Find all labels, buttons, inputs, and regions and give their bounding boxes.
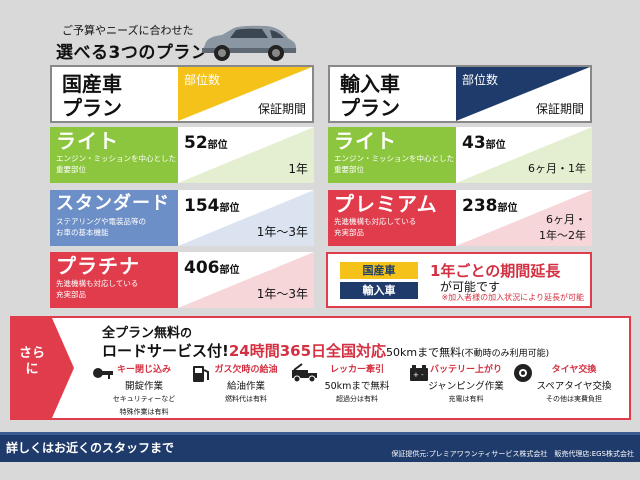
plan-desc: 先進機構も対応している (334, 217, 417, 226)
feature-main: 50kmまで無料 (324, 381, 390, 392)
tag-domestic: 国産車 (340, 262, 418, 279)
parts-unit: 部位 (207, 140, 228, 151)
parts-unit: 部位 (485, 140, 506, 151)
parts-unit: 部位 (219, 265, 240, 276)
immobile-note: (不動時のみ利用可能) (461, 349, 550, 359)
imported-header-diagonal (456, 67, 590, 121)
nationwide-label: 24時間365日全国対応 (228, 342, 387, 360)
plan-desc: エンジン・ミッションを中心とした (334, 154, 454, 163)
footer-bar: 詳しくはお近くのスタッフまで 保証提供元:プレミアワランティサービス株式会社 販… (0, 432, 640, 462)
free-all-plans: 全プラン無料 (102, 326, 181, 341)
imported-col-period: 保証期間 (535, 102, 584, 116)
free-distance: 50kmまで無料 (386, 346, 462, 359)
footer-provider: 保証提供元:プレミアワランティサービス株式会社 販売代理店:EGS株式会社 (391, 450, 634, 458)
warranty-period: 1年 (288, 162, 308, 176)
imported-plan-name-1: 輸入車 (340, 72, 400, 96)
warranty-period: 1年～3年 (256, 287, 308, 301)
warranty-period: 6ヶ月・ (546, 213, 586, 226)
plan-name: プレミアム (334, 192, 438, 216)
parts-unit: 部位 (497, 203, 518, 214)
svg-text:+ -: + - (413, 371, 424, 379)
feature-main: 給油作業 (226, 381, 265, 392)
domestic-plan-name-2: プラン (62, 96, 122, 120)
tire-icon (514, 364, 532, 382)
warranty-period: 1年～3年 (256, 225, 308, 239)
domestic-plan-header: 国産車 プラン 部位数 保証期間 (50, 65, 314, 123)
imported-plan-name-2: プラン (340, 96, 400, 120)
footer-contact: 詳しくはお近くのスタッフまで (6, 441, 175, 455)
parts-count: 238 (462, 196, 498, 216)
plan-desc: 充実部品 (334, 228, 364, 237)
parts-count: 154 (184, 196, 220, 216)
road-service-box: さらに 全プラン無料の ロードサービス付!24時間365日全国対応50kmまで無… (10, 316, 631, 420)
domestic-col-parts: 部位数 (184, 73, 221, 87)
feature-head: レッカー牽引 (329, 365, 384, 375)
feature-main: 開錠作業 (124, 381, 163, 392)
feature-main: ジャンピング作業 (428, 381, 504, 392)
plan-name: プラチナ (56, 254, 140, 278)
plan-desc: エンジン・ミッションを中心とした (56, 154, 176, 163)
arrow-banner (12, 318, 74, 418)
feature-tire: タイヤ交換 スペアタイヤ交換 その他は実費負担 (514, 362, 622, 405)
plan-desc: ステアリングや電装品等の (56, 217, 146, 226)
domestic-row-light: ライト エンジン・ミッションを中心とした 重要部位 52部位 1年 (50, 127, 314, 183)
parts-count: 406 (184, 258, 220, 278)
extension-box: 国産車 輸入車 1年ごとの期間延長 が可能です ※加入者様の加入状況により延長が… (326, 252, 592, 308)
feature-sub: 燃料代は有料 (225, 395, 267, 403)
parts-unit: 部位 (219, 203, 240, 214)
page-title: 選べる3つのプラン (56, 43, 209, 63)
feature-sub: その他は実費負担 (546, 395, 602, 403)
feature-sub: 特殊作業は有料 (119, 408, 169, 416)
extension-main: 1年ごとの期間延長 (430, 262, 561, 280)
plan-name: スタンダード (56, 193, 170, 214)
subtitle: ご予算やニーズに合わせた (62, 24, 194, 37)
free-all-plans-suffix: の (180, 326, 193, 340)
feature-key: キー閉じ込み 開錠作業 セキュリティーなど 特殊作業は有料 (93, 362, 190, 418)
imported-plan-header: 輸入車 プラン 部位数 保証期間 (328, 65, 592, 123)
road-service-title: ロードサービス付! (102, 342, 229, 360)
feature-fuel: ガス欠時の給油 給油作業 燃料代は有料 (193, 362, 294, 405)
key-icon (93, 368, 113, 379)
feature-sub: 充電は有料 (448, 395, 484, 403)
feature-head: ガス欠時の給油 (214, 365, 278, 375)
feature-sub: セキュリティーなど (112, 395, 176, 403)
domestic-row-standard: スタンダード ステアリングや電装品等の お車の基本機能 154部位 1年～3年 (50, 190, 314, 246)
extension-sub: が可能です (440, 280, 501, 294)
plan-desc: 先進機構も対応している (56, 279, 139, 288)
domestic-header-diagonal (178, 67, 312, 121)
feature-head: キー閉じ込み (116, 365, 171, 375)
domestic-col-period: 保証期間 (257, 102, 306, 116)
feature-head: バッテリー上がり (429, 365, 502, 375)
footer-stripe (0, 432, 640, 435)
imported-col-parts: 部位数 (462, 73, 499, 87)
warranty-period-2: 1年～2年 (539, 229, 586, 242)
plan-desc: 重要部位 (56, 165, 86, 174)
fuel-icon (193, 366, 209, 382)
battery-icon: + - (410, 365, 428, 381)
feature-sub: 超過分は有料 (336, 395, 378, 403)
parts-count: 52 (184, 133, 208, 153)
tow-truck-icon (292, 363, 317, 383)
plan-desc: お車の基本機能 (56, 228, 109, 237)
plan-name: ライト (56, 129, 119, 153)
plan-desc: 充実部品 (56, 290, 86, 299)
extension-note: ※加入者様の加入状況により延長が可能 (441, 293, 584, 302)
warranty-period: 6ヶ月・1年 (528, 162, 586, 175)
parts-count: 43 (462, 133, 486, 153)
feature-main: スペアタイヤ交換 (536, 381, 612, 392)
imported-row-premium: プレミアム 先進機構も対応している 充実部品 238部位 6ヶ月・ 1年～2年 (328, 190, 592, 246)
plan-name: ライト (334, 129, 397, 153)
arrow-label: さらに (18, 346, 45, 377)
feature-battery: + - バッテリー上がり ジャンピング作業 充電は有料 (410, 362, 514, 405)
car-icon (202, 25, 297, 61)
plan-desc: 重要部位 (334, 165, 364, 174)
imported-row-light: ライト エンジン・ミッションを中心とした 重要部位 43部位 6ヶ月・1年 (328, 127, 592, 183)
tag-imported: 輸入車 (340, 282, 418, 299)
feature-head: タイヤ交換 (551, 365, 597, 375)
feature-tow: レッカー牽引 50kmまで無料 超過分は有料 (292, 362, 402, 405)
domestic-row-platinum: プラチナ 先進機構も対応している 充実部品 406部位 1年～3年 (50, 252, 314, 308)
domestic-plan-name-1: 国産車 (62, 72, 122, 96)
